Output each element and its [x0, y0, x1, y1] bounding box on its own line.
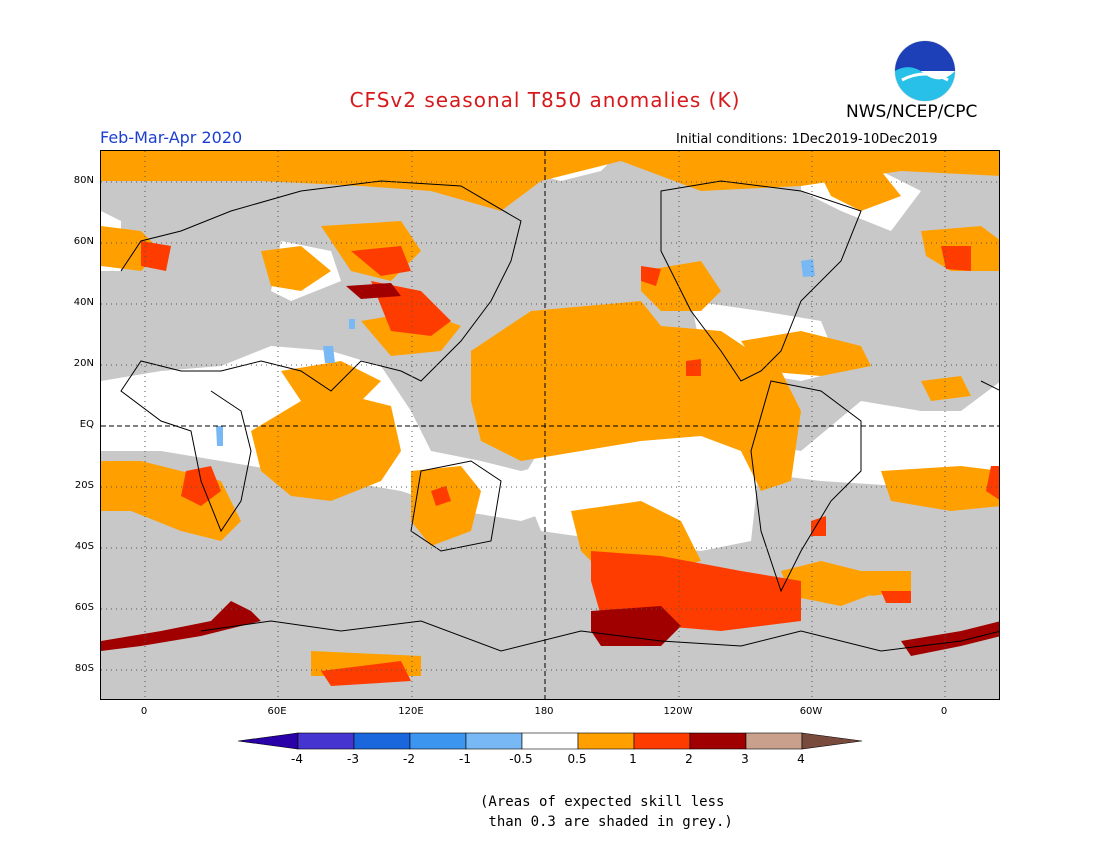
legend-label-m1: -1 [459, 752, 471, 766]
colorbar-cell-9 [745, 732, 803, 750]
colorbar-cell-4 [465, 732, 523, 750]
colorbar-cell-7 [633, 732, 691, 750]
colorbar [238, 732, 862, 750]
initial-conditions: Initial conditions: 1Dec2019-10Dec2019 [676, 132, 938, 147]
colorbar-cell-6 [577, 732, 635, 750]
legend-label-1: 1 [629, 752, 637, 766]
lat-label-20n: 20N [73, 358, 94, 369]
footnote-line-2: than 0.3 are shaded in grey.) [480, 814, 733, 830]
lat-label-eq: EQ [79, 419, 94, 430]
lat-label-40n: 40N [73, 297, 94, 308]
colorbar-cell-8 [689, 732, 747, 750]
colorbar-cell-1 [297, 732, 355, 750]
lat-label-80s: 80S [74, 663, 94, 674]
forecast-period: Feb-Mar-Apr 2020 [100, 128, 243, 147]
lat-label-80n: 80N [73, 175, 94, 186]
legend-label-05: 0.5 [567, 752, 587, 766]
lon-label-180: 180 [534, 706, 554, 717]
footnote: (Areas of expected skill less than 0.3 a… [480, 792, 733, 832]
lat-label-40s: 40S [74, 541, 94, 552]
lon-label-60w: 60W [799, 706, 823, 717]
legend-label-m05: -0.5 [509, 752, 533, 766]
legend-label-3: 3 [741, 752, 749, 766]
legend-label-2: 2 [685, 752, 693, 766]
colorbar-cell-2 [353, 732, 411, 750]
legend-label-m4: -4 [291, 752, 303, 766]
footnote-line-1: (Areas of expected skill less [480, 794, 725, 810]
graticule [101, 151, 999, 699]
legend-label-4: 4 [797, 752, 805, 766]
lon-label-120w: 120W [663, 706, 693, 717]
legend-label-m3: -3 [347, 752, 359, 766]
colorbar-cell-10 [801, 732, 862, 750]
cool-anomaly-regions [216, 259, 815, 446]
legend-label-m2: -2 [403, 752, 415, 766]
colorbar-cell-5 [521, 732, 579, 750]
coastlines [120, 180, 999, 652]
colorbar-cell-3 [409, 732, 467, 750]
lat-label-60s: 60S [74, 602, 94, 613]
lon-label-0-right: 0 [940, 706, 948, 717]
colorbar-cell-0 [238, 732, 299, 750]
chart-title: CFSv2 seasonal T850 anomalies (K) [349, 88, 741, 112]
noaa-logo [894, 40, 956, 102]
lon-label-0: 0 [140, 706, 148, 717]
lat-label-20s: 20S [74, 480, 94, 491]
agency-label: NWS/NCEP/CPC [846, 102, 978, 122]
map-canvas [101, 151, 999, 699]
very-strong-warm-regions [101, 283, 999, 656]
lon-label-60e: 60E [267, 706, 287, 717]
lat-label-60n: 60N [73, 236, 94, 247]
lon-label-120e: 120E [398, 706, 424, 717]
anomaly-map [100, 150, 1000, 700]
